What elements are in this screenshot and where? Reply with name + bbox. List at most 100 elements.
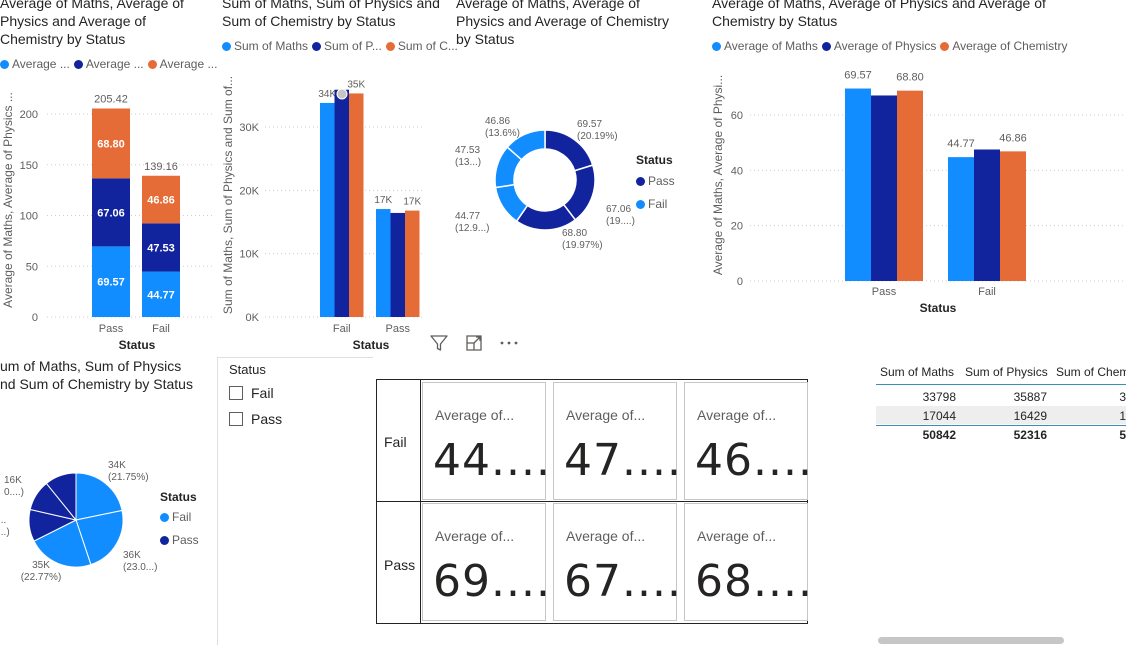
- bar[interactable]: [390, 212, 406, 317]
- horizontal-scrollbar[interactable]: [878, 637, 1064, 644]
- legend-dot-icon: [712, 41, 721, 51]
- donut-slice[interactable]: [506, 129, 546, 161]
- data-label: 44.77: [947, 138, 975, 150]
- visual3-legend-pass[interactable]: Pass: [636, 174, 675, 188]
- bar[interactable]: [349, 93, 364, 317]
- card-matrix[interactable]: Fail Pass Average of... 44.... Average o…: [376, 379, 812, 624]
- data-label: 35K: [347, 79, 365, 90]
- data-label: 34K: [108, 460, 126, 471]
- kpi-card[interactable]: Average of... 67....: [553, 503, 681, 621]
- y-tick-label: 0: [737, 276, 743, 288]
- visual1-legend[interactable]: Average ... Average ... Average ...: [0, 57, 221, 71]
- bar-segment[interactable]: [92, 178, 130, 247]
- data-label: 36K: [123, 550, 141, 561]
- data-label: 47.53: [147, 242, 175, 254]
- bar[interactable]: [974, 149, 1000, 281]
- y-tick-label: 10K: [239, 249, 259, 261]
- data-label: 69.57: [844, 70, 872, 82]
- data-label: 0....): [4, 487, 24, 498]
- kpi-card[interactable]: Average of... 69....: [422, 503, 550, 621]
- table-row[interactable]: [876, 387, 1126, 405]
- bar[interactable]: [334, 89, 350, 317]
- legend-dot-icon: [222, 41, 231, 51]
- legend-dot-icon: [147, 59, 157, 69]
- data-label: 44.77: [455, 211, 480, 222]
- card-value: 67....: [564, 556, 682, 607]
- bar-segment[interactable]: [142, 175, 180, 224]
- kpi-card[interactable]: Average of... 46....: [684, 382, 812, 500]
- slicer-item-fail[interactable]: Fail: [229, 385, 274, 401]
- legend-dot-icon: [636, 176, 645, 186]
- table-row[interactable]: [876, 406, 1126, 424]
- data-label: 68.80: [562, 228, 587, 239]
- slicer-item-label: Pass: [251, 411, 283, 427]
- visual5-legend-fail[interactable]: Fail: [160, 510, 191, 524]
- focus-mode-icon[interactable]: [464, 333, 484, 353]
- kpi-card[interactable]: Average of... 68....: [684, 503, 812, 621]
- table-total-cell: 5: [1119, 428, 1126, 442]
- y-axis-title: Average of Maths, Average of Physics ...: [1, 92, 15, 308]
- data-label: 34K: [318, 89, 336, 100]
- visual5-legend-pass[interactable]: Pass: [160, 533, 199, 547]
- data-label: 46.86: [999, 132, 1027, 144]
- bar[interactable]: [897, 90, 923, 281]
- pie-slice[interactable]: [75, 472, 123, 521]
- bar-segment[interactable]: [142, 223, 180, 272]
- data-label: (19....): [606, 216, 635, 227]
- bar[interactable]: [376, 209, 391, 317]
- pie-slice[interactable]: [45, 472, 77, 522]
- data-label: 17K: [403, 197, 421, 208]
- x-tick-label: Fail: [152, 323, 170, 335]
- x-tick-label: Fail: [333, 323, 351, 335]
- slicer-item-pass[interactable]: Pass: [229, 411, 282, 427]
- legend-item: Sum of Maths: [234, 39, 309, 53]
- sums-table[interactable]: Sum of Maths Sum of Physics Sum of Chem …: [876, 362, 1126, 452]
- data-label: (12.9...): [455, 223, 489, 234]
- legend-item: Sum of C...: [397, 39, 458, 53]
- bar[interactable]: [320, 102, 335, 317]
- visual4-legend[interactable]: Average of Maths Average of Physics Aver…: [712, 39, 1072, 53]
- legend-dot-icon: [160, 535, 169, 545]
- kpi-card[interactable]: Average of... 47....: [553, 382, 681, 500]
- bar[interactable]: [948, 157, 974, 281]
- y-tick-label: 30K: [239, 122, 259, 134]
- checkbox[interactable]: [229, 412, 243, 426]
- legend-item: Average ...: [12, 57, 70, 71]
- y-tick-label: 150: [20, 160, 38, 172]
- table-cell: 33798: [922, 390, 956, 404]
- card-value: 69....: [433, 556, 551, 607]
- card-value: 47....: [564, 435, 682, 486]
- selection-marker: [336, 88, 348, 100]
- bar[interactable]: [871, 95, 897, 281]
- table-header-cell[interactable]: Sum of Maths: [880, 365, 955, 379]
- bar[interactable]: [1000, 151, 1026, 281]
- pie-slice[interactable]: [33, 519, 92, 568]
- bar-segment[interactable]: [92, 246, 130, 317]
- checkbox[interactable]: [229, 386, 243, 400]
- table-header-cell[interactable]: Sum of Chem: [1056, 365, 1126, 379]
- table-header-cell[interactable]: Sum of Physics: [965, 365, 1048, 379]
- data-label: 69.57: [97, 277, 125, 289]
- visual3-legend-fail[interactable]: Fail: [636, 197, 667, 211]
- y-tick-label: 100: [20, 211, 38, 223]
- visual2-legend[interactable]: Sum of Maths Sum of P... Sum of C...: [222, 39, 462, 53]
- filter-icon[interactable]: [429, 333, 449, 353]
- data-label: (20.19%): [577, 131, 618, 142]
- table-cell: 16429: [1013, 409, 1047, 423]
- legend-dot-icon: [385, 41, 395, 51]
- bar-segment[interactable]: [142, 271, 180, 317]
- more-options-icon[interactable]: [498, 333, 520, 353]
- bar[interactable]: [405, 210, 420, 317]
- slicer-title: Status: [229, 362, 266, 377]
- bar-segment[interactable]: [92, 108, 130, 179]
- kpi-card[interactable]: Average of... 44....: [422, 382, 550, 500]
- legend-item: Average of Maths: [724, 39, 818, 53]
- pie-slice[interactable]: [75, 509, 124, 566]
- bar[interactable]: [845, 88, 871, 281]
- legend-dot-icon: [821, 41, 831, 51]
